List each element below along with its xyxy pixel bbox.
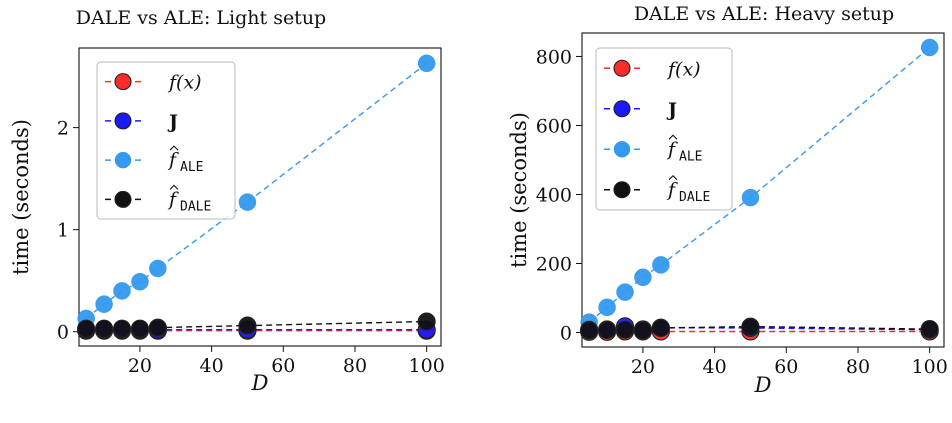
data-point-ale bbox=[95, 295, 113, 313]
data-point-ale bbox=[616, 283, 634, 301]
data-point-dale bbox=[598, 321, 617, 340]
y-tick-label: 0 bbox=[560, 323, 572, 345]
legend-label-subscript: DALE bbox=[180, 199, 211, 214]
legend-label-subscript: DALE bbox=[679, 190, 710, 205]
x-tick-label: 100 bbox=[409, 355, 445, 377]
legend-label-fx: f(x) bbox=[666, 58, 701, 80]
data-point-dale bbox=[651, 318, 670, 338]
data-point-dale bbox=[112, 319, 132, 338]
data-point-dale bbox=[741, 317, 760, 336]
legend-label-j: J bbox=[167, 111, 178, 133]
data-point-dale bbox=[148, 318, 167, 337]
y-tick-label: 400 bbox=[536, 184, 572, 206]
legend-label-fx: f(x) bbox=[167, 72, 202, 94]
legend-box bbox=[96, 61, 236, 220]
chart-title: DALE vs ALE: Heavy setup bbox=[634, 3, 894, 25]
hat-mark bbox=[169, 145, 179, 151]
legend-marker-fx bbox=[613, 59, 631, 77]
x-tick-label: 100 bbox=[912, 356, 948, 378]
x-axis-label: D bbox=[754, 373, 772, 397]
y-axis-label: time (seconds) bbox=[507, 112, 531, 268]
x-tick-label: 40 bbox=[703, 356, 727, 378]
data-point-dale bbox=[417, 312, 436, 331]
data-point-ale bbox=[652, 256, 670, 274]
legend-label-symbol: f bbox=[666, 138, 678, 160]
data-point-ale bbox=[741, 188, 760, 207]
y-tick-label: 800 bbox=[536, 46, 572, 68]
legend-label-symbol: f bbox=[167, 149, 179, 171]
x-tick-label: 80 bbox=[343, 355, 367, 377]
data-point-ale bbox=[920, 38, 939, 57]
data-point-dale bbox=[238, 316, 257, 335]
legend-marker-j bbox=[613, 100, 631, 118]
legend-box bbox=[595, 47, 733, 211]
x-tick-label: 60 bbox=[271, 355, 295, 377]
legend-marker-fx bbox=[114, 73, 132, 91]
legend-marker-j bbox=[114, 112, 132, 130]
data-point-dale bbox=[615, 320, 635, 339]
legend-label-dale: f DALE bbox=[167, 184, 211, 214]
x-tick-label: 40 bbox=[200, 355, 224, 377]
data-point-dale bbox=[77, 319, 96, 338]
plot-frame bbox=[581, 32, 945, 348]
y-tick-label: 0 bbox=[57, 322, 69, 344]
hat-mark bbox=[668, 134, 678, 140]
chart-panel-1: DALE vs ALE: Light setup 20 40 60 80 100 0 1 2 Dt… bbox=[9, 7, 445, 395]
y-axis-label: time (seconds) bbox=[9, 119, 33, 275]
data-point-ale bbox=[417, 54, 436, 73]
x-tick-label: 20 bbox=[128, 355, 152, 377]
data-point-ale bbox=[149, 259, 167, 278]
legend-label-ale: f ALE bbox=[666, 134, 702, 164]
plot-frame bbox=[78, 47, 442, 347]
x-tick-label: 60 bbox=[774, 356, 798, 378]
legend-marker-dale bbox=[114, 190, 132, 208]
data-point-ale bbox=[238, 193, 257, 211]
data-point-ale bbox=[131, 272, 149, 291]
y-tick-label: 2 bbox=[57, 118, 69, 140]
hat-mark bbox=[169, 184, 179, 190]
legend-marker-ale bbox=[613, 141, 631, 158]
legend-marker-ale bbox=[114, 151, 132, 169]
x-tick-label: 20 bbox=[631, 356, 655, 378]
legend-label-subscript: ALE bbox=[180, 160, 203, 175]
data-point-ale bbox=[598, 298, 616, 317]
x-tick-label: 80 bbox=[846, 356, 870, 378]
legend-label-symbol: f bbox=[666, 179, 678, 201]
y-tick-label: 600 bbox=[536, 115, 572, 137]
data-point-dale bbox=[95, 319, 114, 338]
chart-title: DALE vs ALE: Light setup bbox=[76, 7, 326, 29]
data-point-dale bbox=[580, 321, 599, 340]
legend-label-j: J bbox=[666, 99, 677, 121]
legend-label-subscript: ALE bbox=[679, 149, 702, 164]
legend-label-ale: f ALE bbox=[167, 145, 203, 175]
hat-mark bbox=[668, 174, 678, 181]
legend-marker-dale bbox=[613, 181, 631, 199]
y-tick-label: 1 bbox=[57, 220, 69, 242]
data-point-dale bbox=[920, 320, 939, 339]
legend-label-dale: f DALE bbox=[666, 174, 710, 205]
legend-label-symbol: f bbox=[167, 188, 179, 210]
data-point-ale bbox=[113, 282, 131, 300]
data-point-dale bbox=[130, 319, 149, 338]
x-axis-label: D bbox=[251, 371, 269, 395]
y-tick-label: 200 bbox=[536, 253, 572, 275]
chart-panel-2: DALE vs ALE: Heavy setup 20 40 60 80 100 0 200 4… bbox=[507, 3, 948, 397]
data-point-ale bbox=[634, 268, 652, 287]
data-point-dale bbox=[633, 321, 652, 340]
